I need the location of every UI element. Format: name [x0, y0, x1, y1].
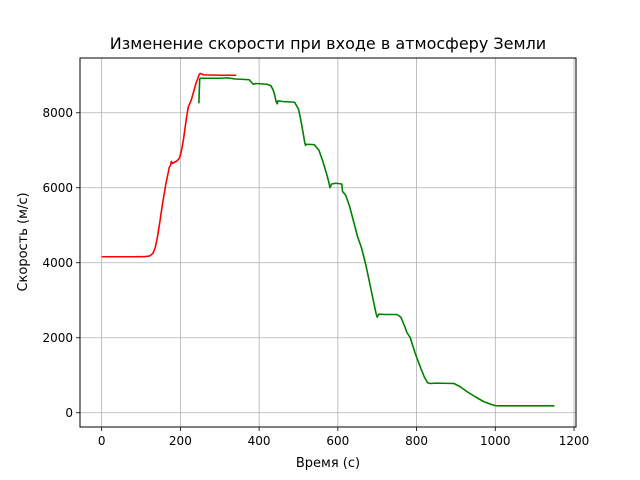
grid [80, 58, 576, 427]
y-tick-label: 4000 [42, 256, 73, 270]
x-tick-label: 800 [405, 434, 428, 448]
y-tick-label: 0 [65, 406, 73, 420]
x-axis: 0 200 400 600 800 1000 1200 [98, 427, 589, 448]
x-tick-label: 400 [248, 434, 271, 448]
x-tick-label: 1200 [559, 434, 590, 448]
x-tick-label: 1000 [480, 434, 511, 448]
series-line-0 [101, 72, 237, 258]
y-tick-label: 8000 [42, 106, 73, 120]
y-tick-label: 2000 [42, 331, 73, 345]
x-tick-label: 0 [98, 434, 106, 448]
series-line-1 [198, 77, 555, 407]
x-axis-label: Время (с) [296, 456, 360, 471]
y-axis: 0 2000 4000 6000 8000 [42, 106, 80, 420]
x-tick-label: 600 [326, 434, 349, 448]
y-tick-label: 6000 [42, 181, 73, 195]
chart-title: Изменение скорости при входе в атмосферу… [110, 34, 546, 53]
plot-frame [79, 57, 577, 428]
series-layer [101, 72, 555, 407]
x-tick-label: 200 [169, 434, 192, 448]
y-axis-label: Скорость (м/с) [16, 192, 31, 291]
